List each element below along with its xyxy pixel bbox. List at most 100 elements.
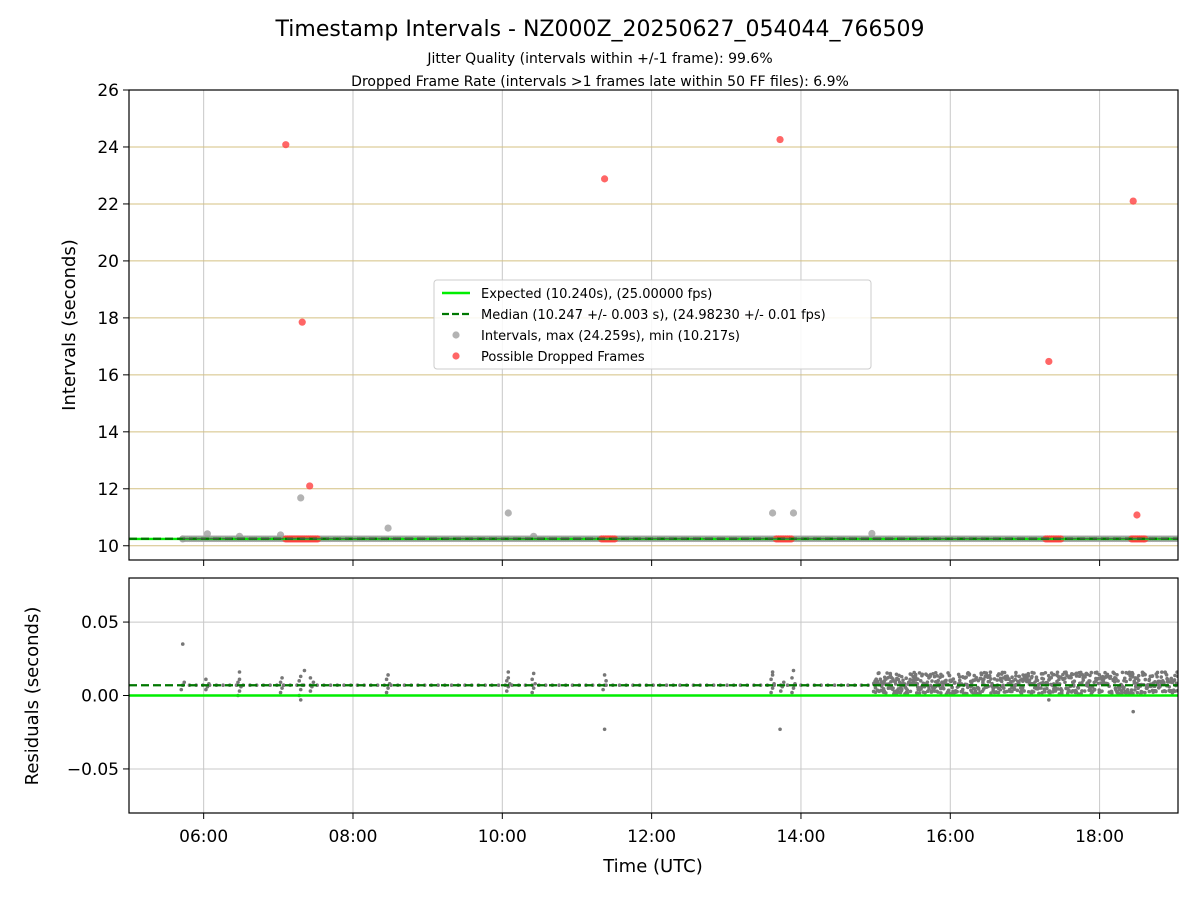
residual-point <box>928 674 932 679</box>
residual-point <box>298 674 303 679</box>
residual-point <box>913 672 918 677</box>
residual-point <box>888 671 893 676</box>
residual-point <box>951 677 956 681</box>
residual-point <box>999 679 1004 684</box>
interval-point <box>384 524 392 532</box>
residual-point <box>916 677 920 681</box>
legend-item: Intervals, max (24.259s), min (10.217s) <box>452 329 740 344</box>
residual-point <box>1147 678 1151 683</box>
residual-point <box>1124 679 1129 684</box>
residual-point <box>1154 689 1158 694</box>
residual-point <box>281 683 286 688</box>
dropped-frame-point <box>282 141 290 149</box>
residual-point <box>989 677 993 681</box>
residual-point <box>1039 686 1043 690</box>
residual-point <box>237 689 242 693</box>
residual-point <box>678 683 682 688</box>
residual-point <box>918 679 923 683</box>
residual-point <box>237 677 242 682</box>
residual-point <box>941 686 946 691</box>
residual-point <box>1114 676 1118 681</box>
residual-point <box>1145 684 1150 689</box>
chart-subtitle-jitter: Jitter Quality (intervals within +/-1 fr… <box>426 51 772 67</box>
residual-point <box>1041 680 1045 685</box>
residual-point <box>989 691 993 695</box>
residual-point <box>904 676 909 681</box>
residual-point <box>180 642 185 646</box>
residual-point <box>236 680 240 685</box>
residual-point <box>237 670 242 674</box>
residual-point <box>386 673 390 677</box>
residual-point <box>876 679 880 684</box>
residual-point <box>1163 689 1168 694</box>
x-axis-label: Time (UTC) <box>602 856 703 877</box>
y-tick-label: 22 <box>97 195 119 215</box>
residual-point <box>530 677 534 682</box>
residual-point <box>1155 674 1159 679</box>
residual-point <box>1164 673 1169 677</box>
residual-point <box>328 683 333 688</box>
dropped-frame-point <box>298 318 306 326</box>
residual-point <box>982 677 986 681</box>
residual-point <box>932 674 937 679</box>
residual-point <box>885 671 889 675</box>
legend-label: Median (10.247 +/- 0.003 s), (24.98230 +… <box>481 308 826 323</box>
legend-label: Possible Dropped Frames <box>481 350 645 365</box>
residual-point <box>1032 671 1036 675</box>
residual-point <box>1159 675 1164 679</box>
dropped-frame-point <box>600 175 609 183</box>
residual-point <box>979 676 983 681</box>
y-axis-label-intervals: Intervals (seconds) <box>59 239 80 411</box>
residual-point <box>930 689 934 693</box>
intervals-plot-area <box>129 135 1178 543</box>
residual-point <box>1047 698 1051 702</box>
dropped-frame-point <box>1133 511 1141 519</box>
residual-point <box>905 688 910 692</box>
residual-point <box>770 686 775 690</box>
residual-point <box>278 680 283 685</box>
residual-point <box>1155 670 1160 675</box>
residual-point <box>1046 673 1051 678</box>
residual-point <box>976 686 981 691</box>
residual-point <box>1112 680 1117 684</box>
residual-point <box>1128 677 1132 682</box>
residual-point <box>1122 685 1126 690</box>
residual-point <box>221 683 225 688</box>
residual-point <box>769 690 773 695</box>
residual-point <box>1015 688 1020 693</box>
interval-point <box>789 509 798 517</box>
residual-point <box>1041 677 1046 681</box>
residual-point <box>877 671 881 675</box>
residual-point <box>967 673 971 677</box>
residual-point <box>1057 677 1061 682</box>
residual-point <box>384 677 389 682</box>
residual-point <box>308 689 313 693</box>
residual-point <box>504 679 509 683</box>
residual-point <box>531 686 536 690</box>
residual-point <box>917 671 922 675</box>
x-tick-label: 12:00 <box>627 827 676 847</box>
residual-point <box>950 685 954 690</box>
residual-point <box>1053 689 1058 693</box>
residual-point <box>1017 674 1021 679</box>
residual-point <box>1150 674 1154 679</box>
residual-point <box>957 678 962 683</box>
residual-point <box>772 681 776 686</box>
residual-point <box>1060 688 1064 693</box>
residual-point <box>770 670 775 674</box>
residual-point <box>891 686 895 690</box>
interval-point <box>297 494 305 502</box>
residual-point <box>436 683 440 688</box>
chart-title: Timestamp Intervals - NZ000Z_20250627_05… <box>275 17 925 42</box>
residual-point <box>914 691 919 695</box>
residual-point <box>832 683 837 688</box>
residual-point <box>998 687 1003 692</box>
residual-point <box>1136 678 1141 682</box>
residual-point <box>889 680 893 684</box>
x-tick-label: 16:00 <box>926 827 975 847</box>
residual-point <box>1070 688 1075 693</box>
residual-point <box>1056 687 1060 691</box>
residual-point <box>973 677 978 682</box>
residual-point <box>873 685 878 690</box>
residual-point <box>506 670 511 674</box>
